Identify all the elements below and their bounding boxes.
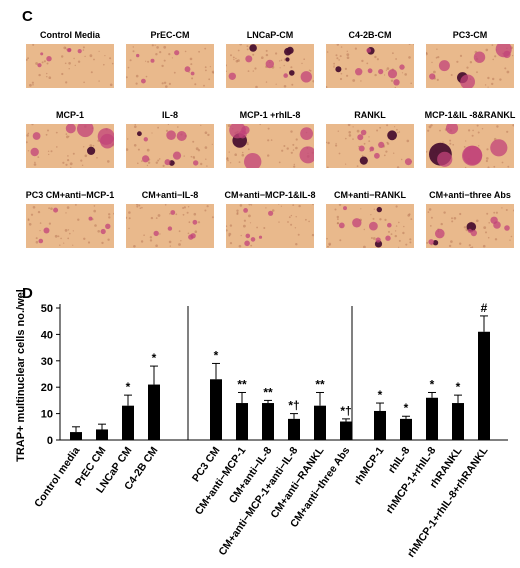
bar [452, 403, 464, 440]
bar [210, 379, 222, 440]
micrograph-image [426, 124, 514, 168]
significance-marker: ** [263, 385, 273, 399]
y-axis-label: TRAP+ multinuclear cells no./well [15, 290, 27, 462]
micrograph-image [126, 44, 214, 88]
bar [122, 405, 134, 440]
significance-marker: *† [340, 404, 351, 418]
bar [314, 405, 326, 440]
significance-marker: * [430, 377, 435, 391]
significance-marker: * [378, 388, 383, 402]
micrograph-image [26, 204, 114, 248]
bar [374, 410, 386, 440]
micrograph-image [226, 124, 314, 168]
micrograph-image [426, 204, 514, 248]
micrograph-image [126, 124, 214, 168]
micrograph-label: CM+anti−RANKL [333, 190, 406, 200]
micrograph-image [226, 44, 314, 88]
y-tick-label: 40 [41, 329, 53, 341]
micrograph-image [426, 44, 514, 88]
significance-marker: ** [237, 377, 247, 391]
micrograph-label: LNCaP-CM [246, 30, 294, 40]
bar [288, 418, 300, 440]
micrograph-label: MCP-1 [55, 110, 84, 120]
x-tick-label: rhIL-8 [386, 445, 413, 476]
micrograph-label: RANKL [354, 110, 386, 120]
bar [96, 429, 108, 440]
significance-marker: * [404, 401, 409, 415]
micrograph-image [26, 124, 114, 168]
micrograph-label: CM+anti−IL-8 [141, 190, 199, 200]
micrograph-label: CM+anti−MCP-1&IL-8 [224, 190, 316, 200]
y-tick-label: 50 [41, 303, 53, 315]
y-tick-label: 10 [41, 409, 53, 421]
y-tick-label: 30 [41, 356, 53, 368]
micrograph-image [326, 124, 414, 168]
significance-marker: * [456, 380, 461, 394]
bar [400, 418, 412, 440]
significance-marker: * [126, 380, 131, 394]
bar [426, 397, 438, 440]
micrograph-image [226, 204, 314, 248]
significance-marker: * [214, 348, 219, 362]
panel-d-label: D [22, 285, 33, 302]
significance-marker: ** [315, 377, 325, 391]
bar [340, 421, 352, 440]
micrograph-image [126, 204, 214, 248]
micrograph-image [326, 44, 414, 88]
micrograph-image [26, 44, 114, 88]
micrograph-label: MCP-1&IL -8&RANKL [424, 110, 516, 120]
bar [262, 403, 274, 440]
significance-marker: # [481, 301, 488, 315]
panel-c-label: C [22, 8, 33, 25]
micrograph-label: Control Media [40, 30, 100, 40]
trap-bar-chart: 0 10 20 30 40 50 TRAP+ multinuclear cells no./… [15, 290, 508, 560]
bar [70, 432, 82, 440]
micrograph-label: CM+anti−three Abs [429, 190, 511, 200]
significance-marker: *† [288, 399, 299, 413]
y-tick-label: 0 [47, 435, 53, 447]
micrograph-label: PrEC-CM [150, 30, 190, 40]
micrograph-label: PC3 CM+anti−MCP-1 [25, 190, 115, 200]
micrograph-label: PC3-CM [452, 30, 488, 40]
micrograph-label: MCP-1 +rhIL-8 [239, 110, 301, 120]
bar [236, 403, 248, 440]
micrograph-label: IL-8 [161, 110, 178, 120]
micrograph-image [326, 204, 414, 248]
significance-marker: * [152, 351, 157, 365]
micrograph-label: C4-2B-CM [348, 30, 392, 40]
x-tick-label: rhMCP-1 [352, 445, 387, 487]
bar [478, 331, 490, 440]
bar [148, 384, 160, 440]
y-tick-label: 20 [41, 382, 53, 394]
